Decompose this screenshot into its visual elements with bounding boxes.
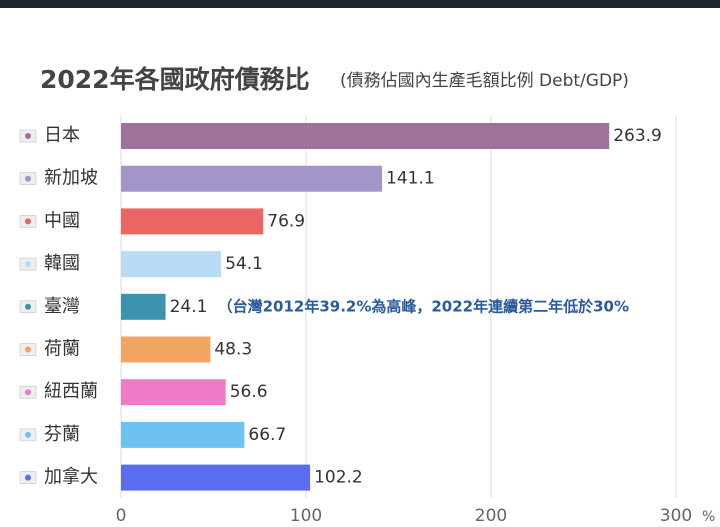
- bar: [121, 251, 222, 278]
- flag-emblem: [25, 389, 31, 396]
- category-label: 加拿大: [44, 466, 98, 488]
- plot: [121, 123, 610, 491]
- top-bar: [0, 0, 720, 8]
- category-label: 新加坡: [44, 168, 98, 189]
- value-label: 76.9: [267, 211, 305, 231]
- value-label: 48.3: [214, 340, 252, 360]
- value-label: 56.6: [230, 382, 268, 402]
- value-label: 66.7: [248, 425, 286, 445]
- category-label: 荷蘭: [44, 339, 80, 360]
- chart-subtitle: (債務佔國內生產毛額比例 Debt/GDP): [340, 71, 629, 91]
- x-tick-label: 0: [116, 506, 127, 526]
- bar: [121, 464, 311, 491]
- value-label: 102.2: [314, 468, 363, 488]
- chart-title: 2022年各國政府債務比: [40, 65, 310, 94]
- category-label: 韓國: [44, 253, 80, 274]
- value-label: 263.9: [613, 126, 662, 146]
- flag-emblem: [25, 133, 31, 139]
- bar: [121, 123, 610, 149]
- bar: [121, 336, 211, 363]
- bar: [121, 421, 245, 448]
- category-label: 紐西蘭: [44, 381, 98, 402]
- flag-emblem: [25, 175, 31, 182]
- flag-emblem: [25, 431, 31, 438]
- flag-emblem: [25, 303, 31, 310]
- flag-emblem: [25, 261, 31, 268]
- value-label: 54.1: [225, 254, 263, 274]
- x-unit: %: [702, 509, 715, 525]
- category-label: 日本: [44, 125, 80, 146]
- value-label: 24.1: [170, 297, 208, 317]
- x-tick-label: 100: [290, 506, 322, 526]
- category-label: 中國: [44, 210, 80, 231]
- flag-emblem: [25, 218, 31, 225]
- flag-emblem: [25, 474, 31, 481]
- annotation: （台灣2012年39.2%為高峰，2022年連續第二年低於30%: [218, 297, 629, 315]
- bar: [121, 165, 383, 192]
- x-tick-label: 300: [660, 506, 692, 526]
- category-label: 芬蘭: [44, 424, 80, 445]
- bar: [121, 293, 166, 320]
- category-label: 臺灣: [44, 296, 80, 317]
- bar: [121, 379, 226, 406]
- flag-emblem: [25, 346, 31, 353]
- value-label: 141.1: [386, 169, 435, 189]
- x-tick-label: 200: [475, 506, 507, 526]
- bar: [121, 208, 264, 235]
